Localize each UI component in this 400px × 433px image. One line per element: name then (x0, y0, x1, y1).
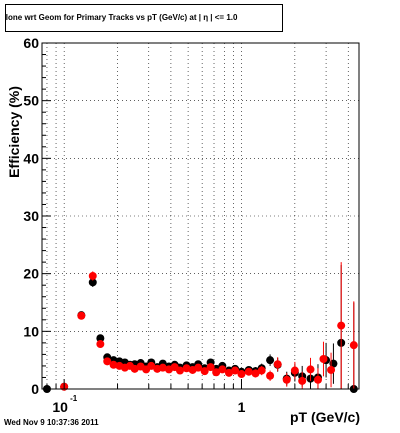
data-point (88, 271, 97, 280)
timestamp: Wed Nov 9 10:37:36 2011 (4, 418, 99, 427)
data-point (103, 357, 112, 366)
data-point (88, 278, 97, 287)
data-point (96, 340, 105, 349)
data-series (42, 262, 358, 393)
data-point (298, 376, 307, 385)
data-point (244, 367, 253, 376)
y-tick-label: 0 (31, 381, 39, 397)
data-point (257, 366, 266, 375)
y-axis-label: Efficiency (%) (6, 86, 22, 178)
data-point (212, 368, 221, 377)
data-point (306, 365, 315, 374)
y-tick-label: 40 (23, 150, 39, 166)
data-point (182, 364, 191, 373)
y-tick-label: 60 (23, 35, 39, 51)
data-point (266, 371, 275, 380)
plot-frame (41, 42, 360, 390)
data-point (206, 363, 215, 372)
y-tick-label: 20 (23, 266, 39, 282)
x-axis-label: pT (GeV/c) (290, 409, 360, 425)
data-point (158, 363, 167, 372)
data-point (224, 368, 233, 377)
data-point (194, 363, 203, 372)
data-point (175, 366, 184, 375)
chart-title-box: Clone wrt Geom for Primary Tracks vs pT … (5, 4, 283, 32)
data-point (327, 365, 336, 374)
data-point (231, 366, 240, 375)
data-point (313, 375, 322, 384)
data-point (319, 355, 328, 364)
x-tick-label: 1 (238, 399, 246, 415)
data-point (147, 361, 156, 370)
y-tick-label: 10 (23, 323, 39, 339)
data-point (237, 370, 246, 379)
y-tick-label: 50 (23, 93, 39, 109)
y-tick-label: 30 (23, 208, 39, 224)
grid-lines (42, 43, 359, 389)
chart-title: Clone wrt Geom for Primary Tracks vs pT … (6, 13, 238, 22)
x-tick-exponent: -1 (70, 394, 78, 403)
data-point (290, 366, 299, 375)
data-point (282, 375, 291, 384)
data-point (218, 365, 227, 374)
data-point (251, 369, 260, 378)
x-tick-label: 10 (52, 399, 68, 415)
data-point (349, 341, 358, 350)
data-point (337, 321, 346, 330)
data-point (77, 311, 86, 320)
data-point (273, 360, 282, 369)
data-point (266, 356, 275, 365)
data-point (200, 367, 209, 376)
data-point (96, 334, 105, 343)
